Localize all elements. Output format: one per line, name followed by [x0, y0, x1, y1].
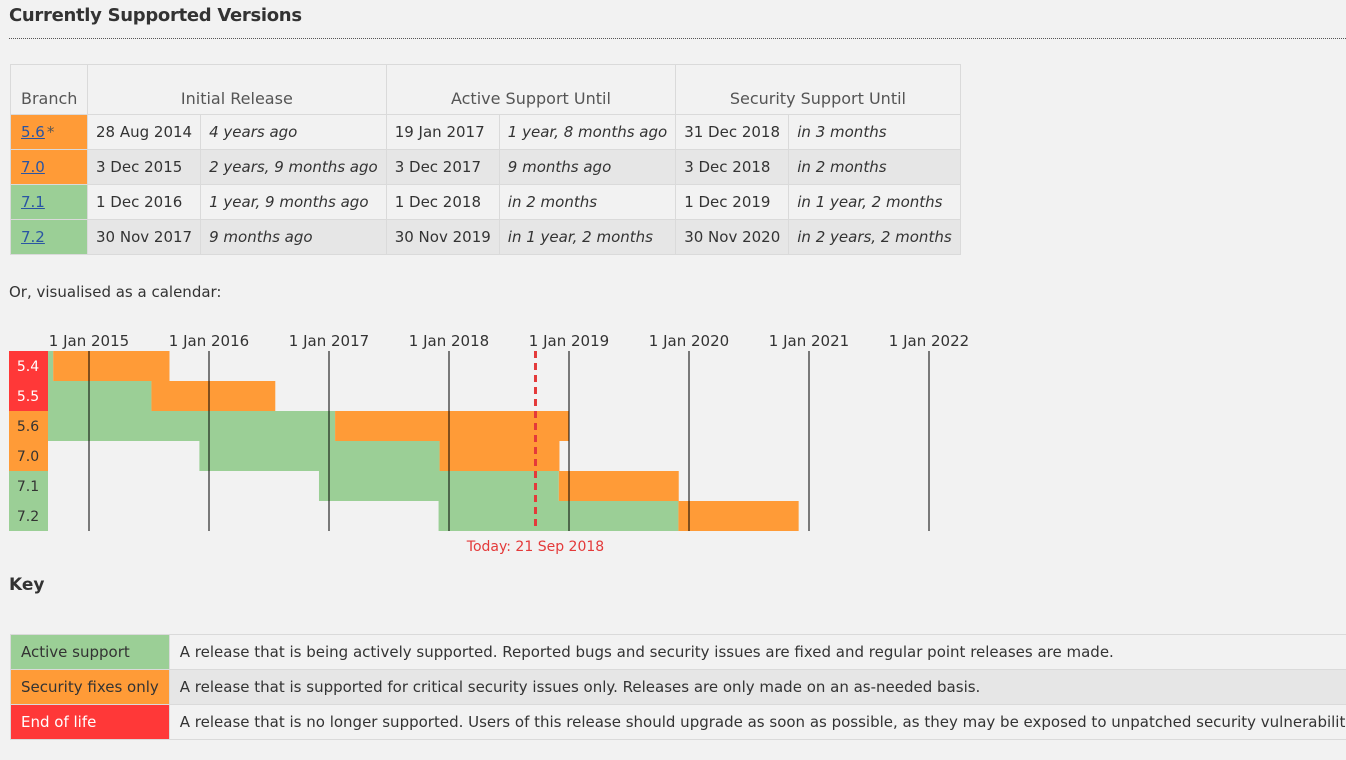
- security-support-date: 1 Dec 2019: [675, 184, 790, 220]
- key-row: Active support A release that is being a…: [10, 634, 1346, 670]
- branch-label: 5.5: [17, 389, 39, 405]
- branch-label: 7.0: [17, 449, 39, 465]
- year-label: 1 Jan 2018: [409, 332, 489, 350]
- active-support-relative: in 2 months: [498, 184, 677, 220]
- security-support-relative: in 3 months: [788, 114, 961, 150]
- key-description-security: A release that is supported for critical…: [168, 669, 1346, 705]
- header-security-support: Security Support Until: [675, 64, 961, 115]
- active-support-date: 3 Dec 2017: [385, 149, 500, 185]
- key-row: Security fixes only A release that is su…: [10, 669, 1346, 705]
- initial-release-relative: 1 year, 9 months ago: [200, 184, 387, 220]
- key-description-active: A release that is being actively support…: [168, 634, 1346, 670]
- table-header-row: Branch Initial Release Active Support Un…: [10, 64, 961, 115]
- active-support-relative: 9 months ago: [498, 149, 677, 185]
- branch-label-bg: [9, 411, 48, 441]
- branch-label-bg: [9, 381, 48, 411]
- year-label: 1 Jan 2019: [529, 332, 609, 350]
- active-support-bar: [318, 471, 559, 501]
- initial-release-date: 30 Nov 2017: [86, 219, 202, 255]
- branch-note-star: *: [46, 123, 55, 141]
- active-support-relative: in 1 year, 2 months: [498, 219, 677, 255]
- year-label: 1 Jan 2021: [769, 332, 849, 350]
- security-support-date: 31 Dec 2018: [675, 114, 790, 150]
- security-support-bar: [151, 381, 276, 411]
- key-row: End of life A release that is no longer …: [10, 704, 1346, 740]
- security-support-bar: [678, 501, 799, 531]
- security-support-relative: in 2 months: [788, 149, 961, 185]
- page-title: Currently Supported Versions: [9, 5, 302, 26]
- branch-label: 7.1: [17, 479, 39, 495]
- release-calendar: 1 Jan 2015 1 Jan 2016 1 Jan 2017 1 Jan 2018…: [9, 332, 969, 555]
- key-table: Active support A release that is being a…: [10, 634, 1346, 740]
- active-support-bar: [199, 441, 440, 471]
- security-support-relative: in 1 year, 2 months: [788, 184, 961, 220]
- initial-release-date: 1 Dec 2016: [86, 184, 202, 220]
- active-support-bar: [438, 501, 679, 531]
- key-label-eol: End of life: [10, 704, 170, 740]
- active-support-bar: [48, 351, 54, 381]
- branch-cell: 7.1: [10, 184, 88, 220]
- table-row: 7.2 30 Nov 2017 9 months ago 30 Nov 2019…: [10, 219, 961, 255]
- active-support-relative: 1 year, 8 months ago: [498, 114, 677, 150]
- header-branch: Branch: [10, 64, 88, 115]
- header-active-support: Active Support Until: [385, 64, 677, 115]
- active-support-date: 30 Nov 2019: [385, 219, 500, 255]
- branch-cell: 5.6 *: [10, 114, 88, 150]
- branch-label-bg: [9, 471, 48, 501]
- security-support-bar: [439, 441, 560, 471]
- branch-label-bg: [9, 501, 48, 531]
- security-support-date: 30 Nov 2020: [675, 219, 790, 255]
- active-support-date: 1 Dec 2018: [385, 184, 500, 220]
- calendar-caption: Or, visualised as a calendar:: [9, 283, 222, 301]
- branch-cell: 7.0: [10, 149, 88, 185]
- branch-cell: 7.2: [10, 219, 88, 255]
- year-label: 1 Jan 2015: [49, 332, 129, 350]
- initial-release-relative: 4 years ago: [200, 114, 387, 150]
- key-heading: Key: [9, 575, 45, 595]
- year-label: 1 Jan 2017: [289, 332, 369, 350]
- branch-link-7-1[interactable]: 7.1: [21, 193, 45, 211]
- active-support-date: 19 Jan 2017: [385, 114, 500, 150]
- active-support-bar: [48, 381, 152, 411]
- title-divider: [9, 38, 1346, 39]
- key-label-active: Active support: [10, 634, 170, 670]
- security-support-bar: [53, 351, 170, 381]
- key-label-security: Security fixes only: [10, 669, 170, 705]
- security-support-bar: [558, 471, 679, 501]
- branch-label-bg: [9, 441, 48, 471]
- branch-label: 5.6: [17, 419, 39, 435]
- year-label: 1 Jan 2020: [649, 332, 729, 350]
- header-initial-release: Initial Release: [87, 64, 387, 115]
- initial-release-date: 3 Dec 2015: [86, 149, 202, 185]
- branch-label: 5.4: [17, 359, 39, 375]
- table-row: 5.6 * 28 Aug 2014 4 years ago 19 Jan 2017…: [10, 114, 961, 150]
- active-support-bar: [48, 411, 336, 441]
- security-support-date: 3 Dec 2018: [675, 149, 790, 185]
- key-description-eol: A release that is no longer supported. U…: [168, 704, 1346, 740]
- initial-release-relative: 9 months ago: [200, 219, 387, 255]
- table-row: 7.1 1 Dec 2016 1 year, 9 months ago 1 De…: [10, 184, 961, 220]
- branch-link-7-0[interactable]: 7.0: [21, 158, 45, 176]
- security-support-bar: [335, 411, 569, 441]
- year-label: 1 Jan 2016: [169, 332, 249, 350]
- initial-release-relative: 2 years, 9 months ago: [200, 149, 387, 185]
- supported-versions-table: Branch Initial Release Active Support Un…: [10, 64, 961, 255]
- table-row: 7.0 3 Dec 2015 2 years, 9 months ago 3 D…: [10, 149, 961, 185]
- branch-label-bg: [9, 351, 48, 381]
- branch-link-5-6[interactable]: 5.6: [21, 123, 45, 141]
- branch-link-7-2[interactable]: 7.2: [21, 228, 45, 246]
- initial-release-date: 28 Aug 2014: [86, 114, 202, 150]
- today-label: Today: 21 Sep 2018: [466, 539, 604, 555]
- branch-label: 7.2: [17, 509, 39, 525]
- year-label: 1 Jan 2022: [889, 332, 969, 350]
- security-support-relative: in 2 years, 2 months: [788, 219, 961, 255]
